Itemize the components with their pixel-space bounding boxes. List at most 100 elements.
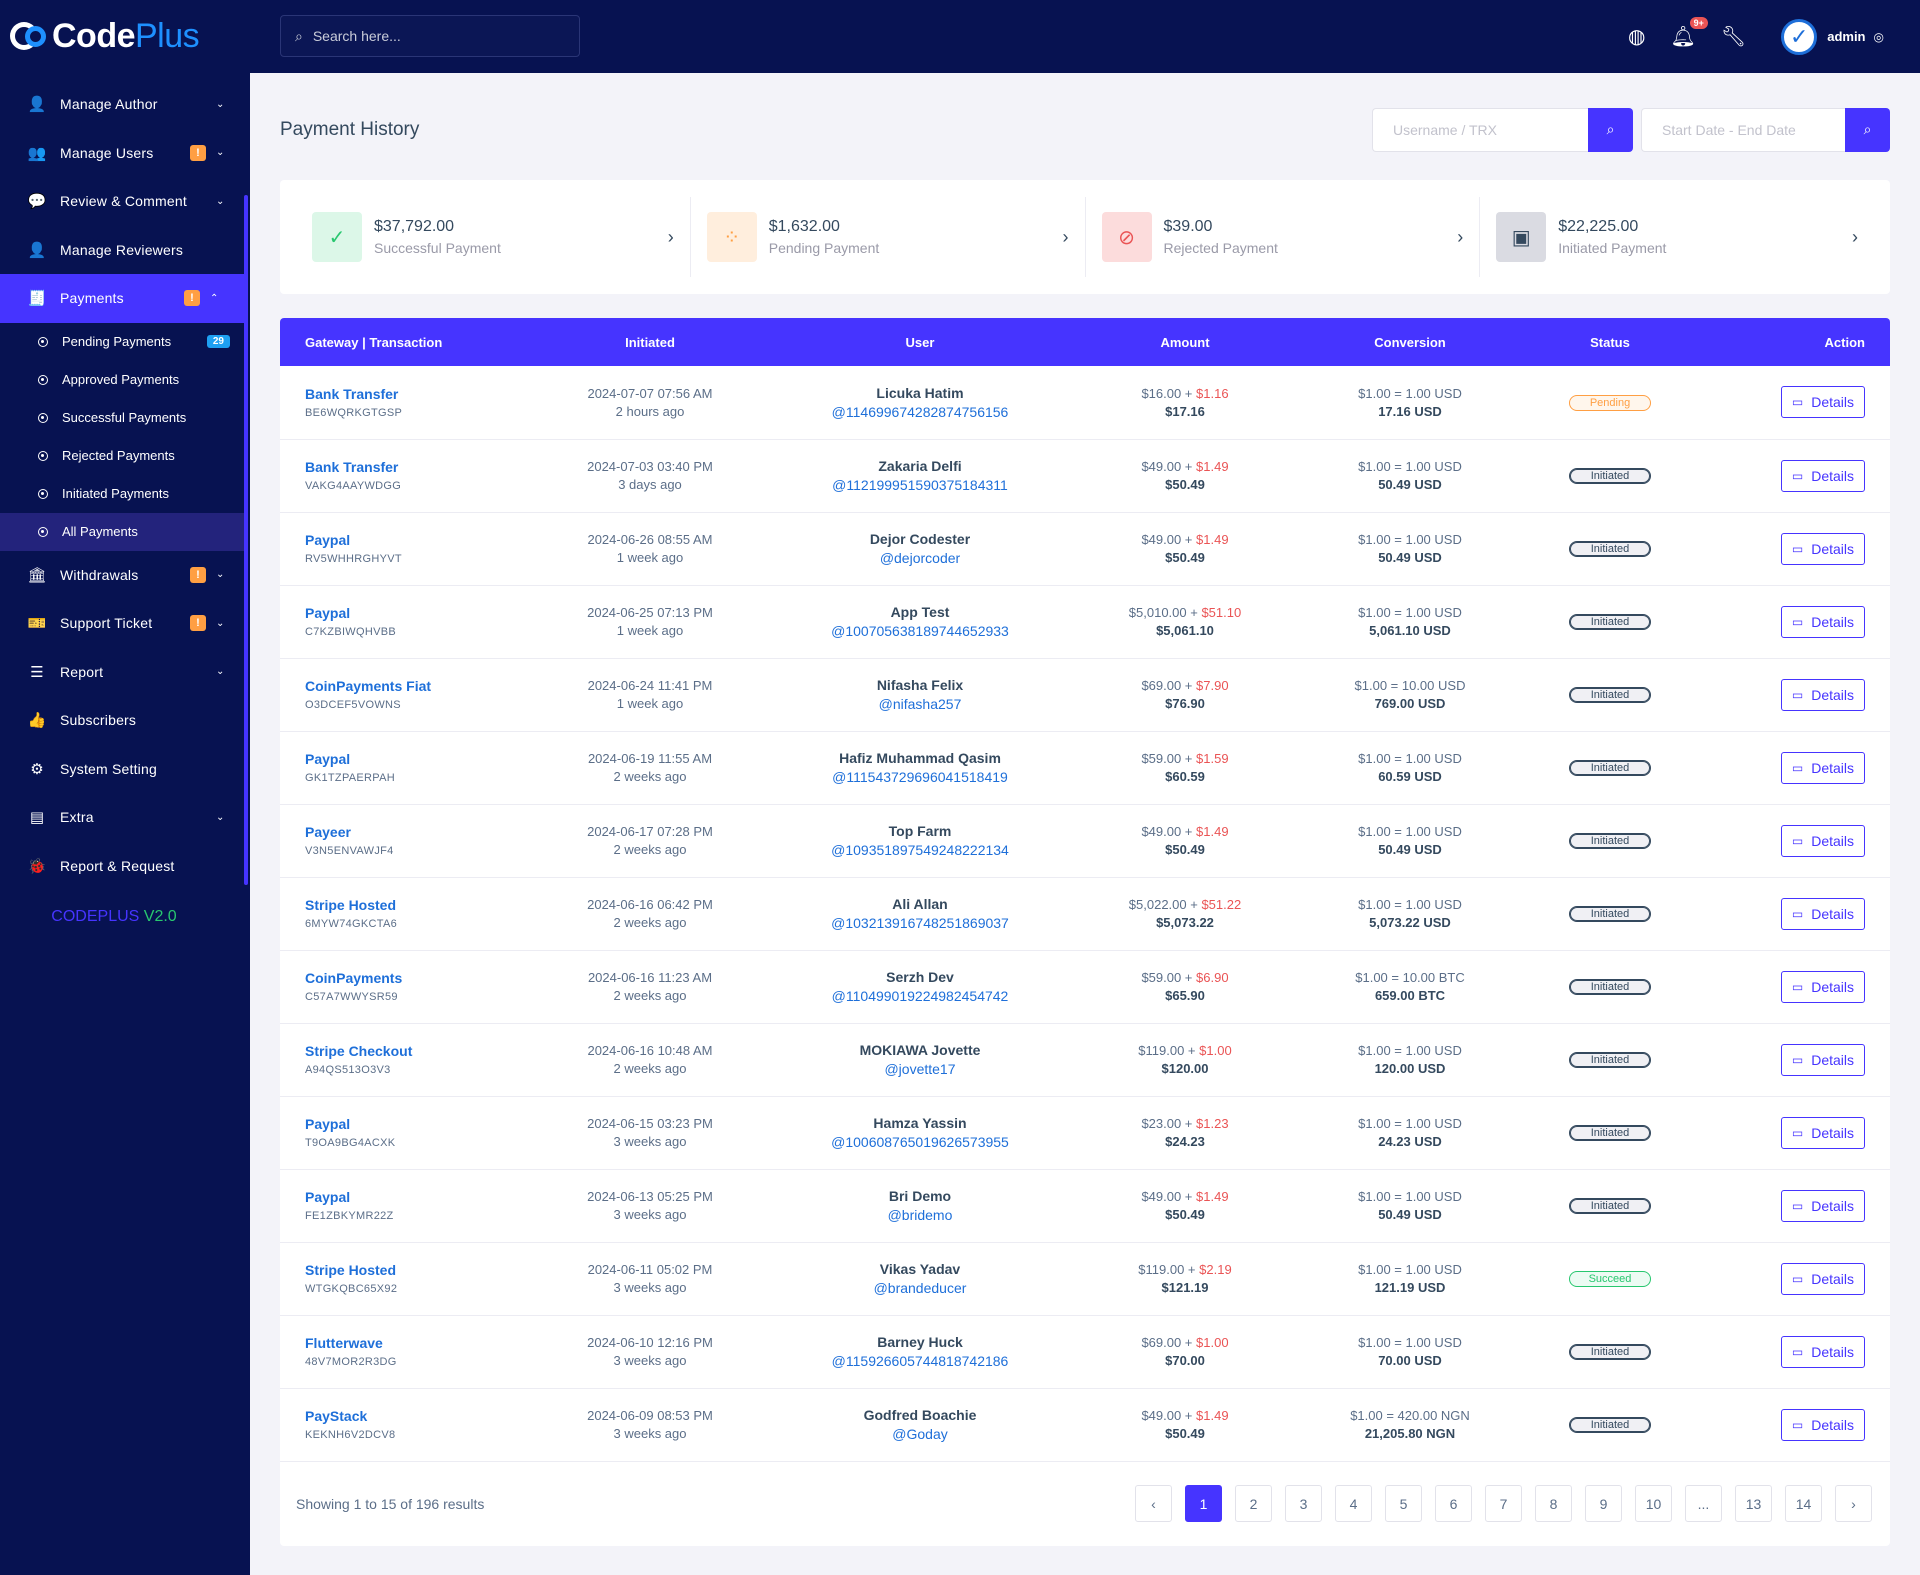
status-badge: Initiated (1569, 1125, 1651, 1141)
user-fullname: Top Farm (888, 823, 952, 839)
details-button[interactable]: ▭ Details (1780, 1116, 1865, 1149)
submenu-item-all-payments[interactable]: All Payments (0, 512, 244, 551)
search-input[interactable] (312, 28, 543, 44)
user-handle-link[interactable]: @103213916748251869037 (831, 915, 1009, 931)
details-button[interactable]: ▭ Details (1780, 1408, 1865, 1441)
details-button[interactable]: ▭ Details (1780, 678, 1865, 711)
user-handle-link[interactable]: @bridemo (887, 1207, 953, 1223)
chevron-right-icon[interactable]: › (1062, 226, 1069, 247)
page-button-13[interactable]: 13 (1735, 1485, 1772, 1522)
details-button[interactable]: ▭ Details (1780, 897, 1865, 930)
user-handle-link[interactable]: @115926605744818742186 (831, 1353, 1009, 1369)
details-button[interactable]: ▭ Details (1780, 751, 1865, 784)
user-handle-link[interactable]: @112199951590375184311 (832, 477, 1008, 493)
chevron-down-icon: ⌄ (216, 98, 225, 110)
user-handle-link[interactable]: @brandeducer (873, 1280, 967, 1296)
user-handle-link[interactable]: @jovette17 (884, 1061, 956, 1077)
sidebar-scrollbar[interactable] (244, 195, 248, 885)
sidebar-item-manage-reviewers[interactable]: 👤 Manage Reviewers (0, 226, 250, 275)
chevron-right-icon[interactable]: › (1852, 226, 1858, 247)
chevron-right-icon[interactable]: › (1457, 226, 1464, 247)
stat-card-successful[interactable]: ✓ $37,792.00 Successful Payment › (296, 197, 691, 277)
amount-total: $60.59 (1165, 769, 1205, 784)
date-range-input[interactable] (1641, 107, 1845, 152)
user-handle-link[interactable]: @114699674282874756156 (831, 403, 1009, 420)
stat-card-pending[interactable]: ⁘ $1,632.00 Pending Payment › (691, 197, 1086, 277)
user-menu[interactable]: ✓ admin ◎ (1781, 18, 1884, 55)
details-button[interactable]: ▭ Details (1780, 1189, 1865, 1222)
details-button[interactable]: ▭ Details (1780, 1262, 1865, 1295)
prev-page-button[interactable]: ‹ (1135, 1485, 1172, 1522)
brand-name-part1: Code (52, 16, 136, 55)
cell-gateway: Stripe Hosted 6MYW74GKCTA6 (280, 877, 525, 950)
page-button-10[interactable]: 10 (1635, 1485, 1672, 1522)
details-button[interactable]: ▭ Details (1780, 459, 1865, 492)
user-handle-link[interactable]: @111543729696041518419 (832, 769, 1008, 785)
user-handle-link[interactable]: @nifasha257 (878, 696, 962, 712)
user-handle-link[interactable]: @109351897549248222134 (831, 842, 1009, 858)
stat-card-rejected[interactable]: ⊘ $39.00 Rejected Payment › (1086, 197, 1481, 277)
user-handle-link[interactable]: @100705638189744652933 (831, 623, 1009, 639)
page-button-6[interactable]: 6 (1435, 1485, 1472, 1522)
details-button[interactable]: ▭ Details (1780, 824, 1865, 857)
table-row: CoinPayments Fiat O3DCEF5VOWNS 2024-06-24 … (280, 658, 1890, 731)
sidebar-item-review-comment[interactable]: 💬 Review & Comment ⌄ (0, 177, 250, 226)
user-fullname: MOKIAWA Jovette (859, 1042, 981, 1058)
sidebar-item-subscribers[interactable]: 👍 Subscribers (0, 696, 250, 745)
sidebar-item-report[interactable]: ☰ Report ⌄ (0, 648, 250, 697)
sidebar-item-label: Support Ticket (60, 615, 153, 632)
page-button-2[interactable]: 2 (1235, 1485, 1272, 1522)
details-button[interactable]: ▭ Details (1780, 1335, 1865, 1368)
user-handle-link[interactable]: @110499019224982454742 (831, 988, 1009, 1004)
user-handle-link[interactable]: @Goday (892, 1426, 948, 1442)
page-button-14[interactable]: 14 (1785, 1485, 1822, 1522)
details-button[interactable]: ▭ Details (1780, 605, 1865, 638)
username-search-button[interactable]: ⌕ (1588, 107, 1633, 152)
wrench-icon[interactable]: 🔧︎ (1720, 26, 1747, 48)
sidebar-item-withdrawals[interactable]: 🏛 Withdrawals! ⌄ (0, 551, 250, 600)
stat-label: Initiated Payment (1558, 240, 1667, 256)
page-button-7[interactable]: 7 (1485, 1485, 1522, 1522)
username-trx-input[interactable] (1372, 107, 1588, 152)
page-button-1[interactable]: 1 (1185, 1485, 1222, 1522)
submenu-item-pending-payments[interactable]: Pending Payments 29 (0, 323, 250, 361)
brand-logo[interactable]: Code Plus (0, 0, 250, 72)
sidebar-item-manage-users[interactable]: 👥 Manage Users! ⌄ (0, 129, 250, 178)
user-handle-link[interactable]: @100608765019626573955 (831, 1134, 1009, 1150)
details-label: Details (1811, 978, 1854, 995)
details-button[interactable]: ▭ Details (1780, 970, 1865, 1003)
submenu-item-rejected-payments[interactable]: Rejected Payments (0, 437, 250, 475)
cell-action: ▭ Details (1705, 1169, 1890, 1242)
sidebar-item-label: Manage Reviewers (60, 241, 184, 258)
sidebar-item-report-request[interactable]: 🐞 Report & Request (0, 842, 250, 891)
page-button-4[interactable]: 4 (1335, 1485, 1372, 1522)
page-button-5[interactable]: 5 (1385, 1485, 1422, 1522)
next-page-button[interactable]: › (1835, 1485, 1872, 1522)
cell-action: ▭ Details (1705, 366, 1890, 439)
amount-value: $49.00 + (1141, 1189, 1197, 1204)
details-button[interactable]: ▭ Details (1780, 532, 1865, 565)
details-button[interactable]: ▭ Details (1780, 386, 1865, 419)
user-handle-link[interactable]: @dejorcoder (879, 550, 961, 566)
page-button-9[interactable]: 9 (1585, 1485, 1622, 1522)
submenu-item-approved-payments[interactable]: Approved Payments (0, 361, 250, 399)
submenu-item-successful-payments[interactable]: Successful Payments (0, 399, 250, 437)
globe-icon[interactable]: ◍ (1627, 26, 1646, 48)
date-search-button[interactable]: ⌕ (1845, 107, 1890, 152)
chevron-right-icon[interactable]: › (667, 226, 674, 247)
stat-card-initiated[interactable]: ▣ $22,225.00 Initiated Payment › (1480, 197, 1874, 277)
amount-total: $5,061.10 (1156, 623, 1214, 638)
cell-gateway: CoinPayments C57A7WWYSR59 (280, 950, 525, 1023)
details-button[interactable]: ▭ Details (1780, 1043, 1865, 1076)
page-button-8[interactable]: 8 (1535, 1485, 1572, 1522)
sidebar-item-payments[interactable]: 🧾 Payments! ⌃ (0, 274, 244, 323)
sidebar-item-extra[interactable]: ▤ Extra ⌄ (0, 793, 250, 842)
cell-amount: $119.00 + $2.19 $121.19 (1065, 1242, 1305, 1315)
sidebar-item-manage-author[interactable]: 👤 Manage Author ⌄ (0, 80, 250, 129)
bell-icon[interactable]: 🔔︎ 9+ (1670, 17, 1708, 49)
sidebar-item-system-setting[interactable]: ⚙ System Setting (0, 745, 250, 794)
cell-initiated: 2024-07-07 07:56 AM 2 hours ago (525, 366, 775, 439)
submenu-item-initiated-payments[interactable]: Initiated Payments (0, 475, 250, 513)
page-button-3[interactable]: 3 (1285, 1485, 1322, 1522)
sidebar-item-support-ticket[interactable]: 🎫 Support Ticket! ⌄ (0, 599, 250, 648)
